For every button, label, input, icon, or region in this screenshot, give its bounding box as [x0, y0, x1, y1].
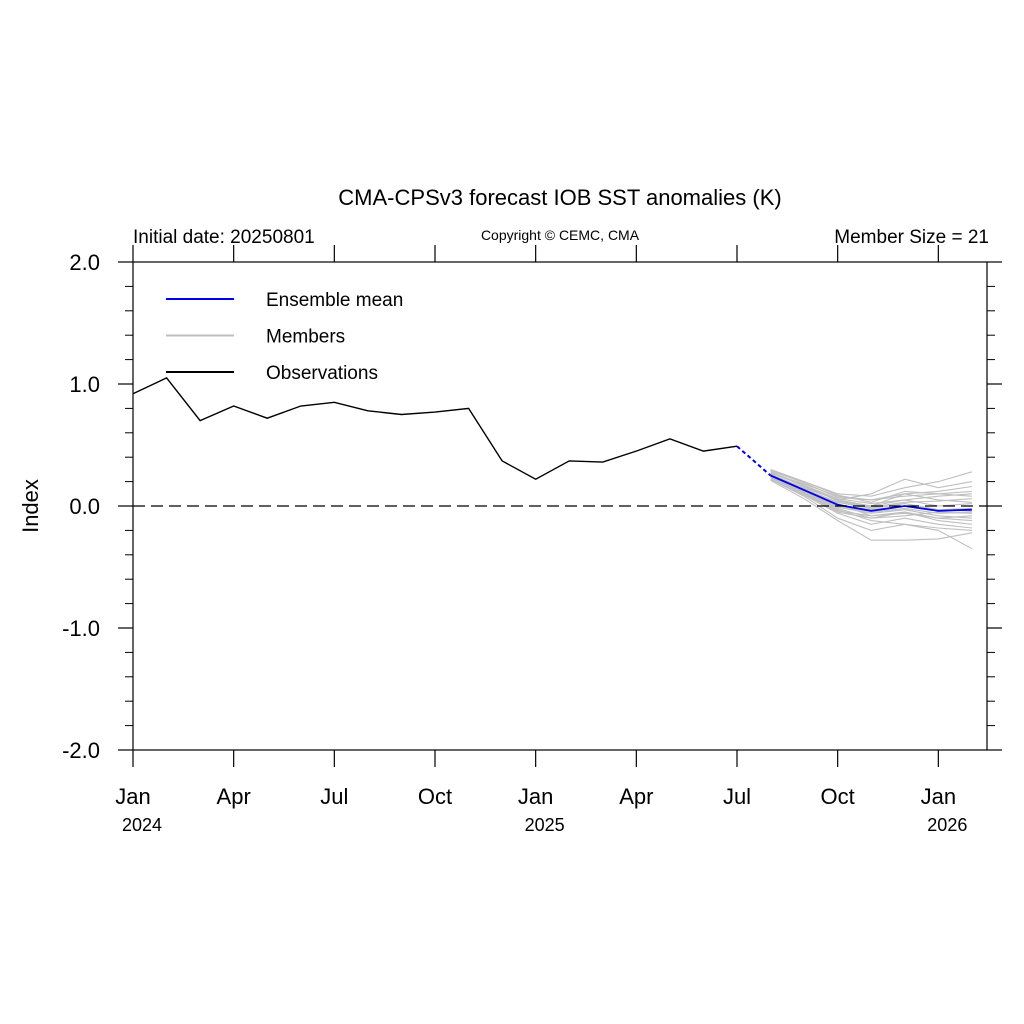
ensemble-mean-layer	[736, 445, 972, 512]
x-year-label: 2024	[122, 815, 162, 835]
members-layer	[770, 468, 973, 550]
initial-date-label: Initial date: 20250801	[133, 227, 315, 248]
member-line-18	[770, 475, 972, 519]
x-tick-label: Apr	[619, 784, 653, 809]
y-tick-label: 0.0	[69, 494, 100, 519]
x-tick-label: Jul	[723, 784, 751, 809]
copyright-label: Copyright © CEMC, CMA	[481, 227, 640, 243]
legend-label: Observations	[266, 363, 378, 384]
member-line-9	[770, 479, 972, 541]
chart-title: CMA-CPSv3 forecast IOB SST anomalies (K)	[338, 185, 781, 210]
member-line-14	[770, 476, 973, 550]
member-line-19	[770, 473, 972, 508]
x-tick-label: Oct	[418, 784, 452, 809]
member-line-8	[770, 471, 972, 501]
member-size-label: Member Size = 21	[834, 227, 989, 248]
x-tick-label: Jul	[320, 784, 348, 809]
y-tick-label: 2.0	[69, 250, 100, 275]
member-line-21	[770, 470, 972, 503]
ensemble-mean-connector	[736, 445, 772, 477]
legend: Ensemble mean Members Observations	[166, 290, 403, 384]
y-tick-label: 1.0	[69, 372, 100, 397]
x-tick-label: Oct	[821, 784, 855, 809]
x-year-label: 2025	[525, 815, 565, 835]
member-line-5	[770, 478, 972, 531]
legend-label: Members	[266, 327, 345, 348]
observations-layer	[132, 377, 738, 480]
y-tick-label: -1.0	[62, 616, 100, 641]
ensemble-mean-line	[770, 474, 972, 512]
x-tick-label: Jan	[518, 784, 553, 809]
axes-layer: 2.0 1.0 0.0 -1.0 -2.0 Jan 2024 Apr Jul Oct Jan 2025…	[62, 245, 1002, 835]
y-axis-label: Index	[18, 479, 43, 533]
legend-label: Ensemble mean	[266, 290, 403, 311]
y-tick-label: -2.0	[62, 738, 100, 763]
member-line-16	[770, 478, 972, 529]
x-tick-label: Apr	[217, 784, 251, 809]
observations-line	[132, 377, 738, 480]
x-tick-label: Jan	[115, 784, 150, 809]
member-line-20	[770, 476, 972, 519]
x-year-label: 2026	[927, 815, 967, 835]
x-tick-label: Jan	[921, 784, 956, 809]
